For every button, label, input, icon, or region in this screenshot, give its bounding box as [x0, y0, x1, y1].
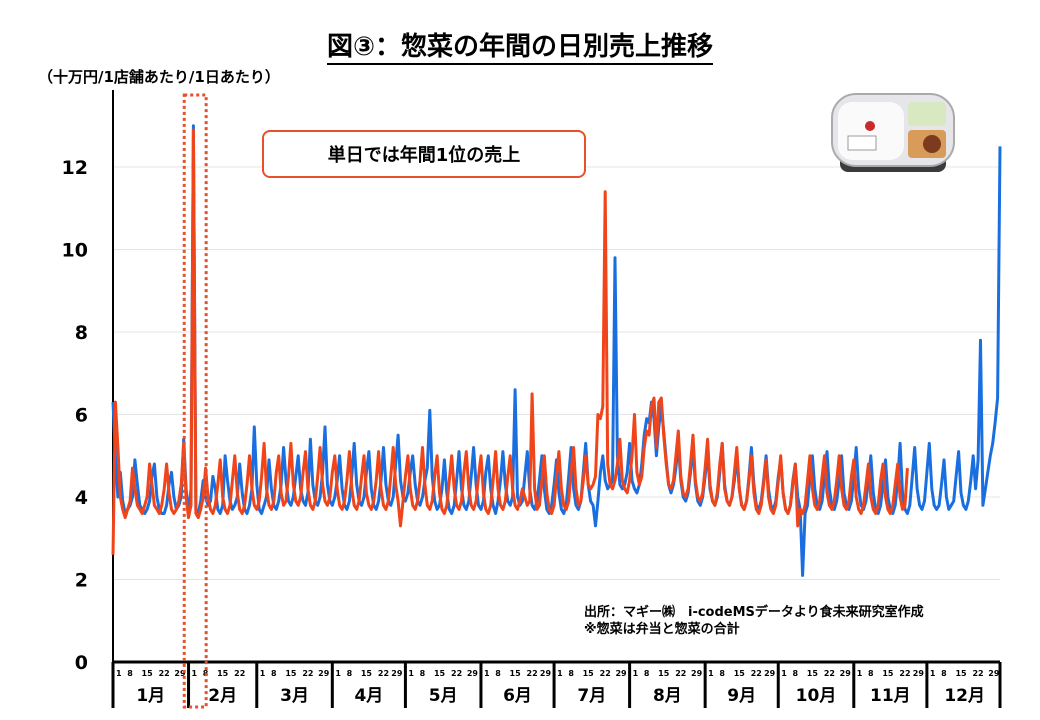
y-tick-label: 2 — [75, 570, 88, 592]
day-tick-label: 15 — [583, 669, 595, 678]
month-label: 8月 — [653, 686, 682, 706]
day-tick-label: 15 — [434, 669, 446, 678]
day-tick-label: 1 — [408, 669, 414, 678]
day-tick-label: 22 — [159, 669, 170, 678]
day-tick-label: 1 — [557, 669, 563, 678]
day-tick-label: 29 — [764, 669, 776, 678]
day-tick-label: 1 — [335, 669, 341, 678]
month-label: 3月 — [280, 686, 309, 706]
y-tick-label: 8 — [75, 322, 88, 344]
day-tick-label: 1 — [633, 669, 639, 678]
day-tick-label: 15 — [510, 669, 522, 678]
day-tick-label: 29 — [691, 669, 703, 678]
day-tick-label: 8 — [568, 669, 574, 678]
day-tick-label: 8 — [495, 669, 501, 678]
chart-title-text: 図③：惣菜の年間の日別売上推移 — [326, 32, 713, 65]
source-line-2: ※惣菜は弁当と惣菜の合計 — [584, 622, 740, 637]
bento-illustration — [831, 93, 955, 172]
source-line-1: 出所：マギー㈱ i-codeMSデータより食未来研究室作成 — [584, 605, 924, 620]
day-tick-label: 29 — [913, 669, 925, 678]
day-tick-label: 22 — [600, 669, 611, 678]
day-tick-label: 22 — [527, 669, 538, 678]
day-tick-label: 29 — [540, 669, 552, 678]
y-axis-unit-label: （十万円/1店舗あたり/1日あたり） — [38, 68, 280, 86]
day-tick-label: 1 — [930, 669, 936, 678]
month-label: 11月 — [870, 686, 911, 706]
series-line-blue — [111, 124, 1002, 577]
source-note: 出所：マギー㈱ i-codeMSデータより食未来研究室作成 ※惣菜は弁当と惣菜の… — [584, 604, 924, 638]
day-tick-label: 1 — [260, 669, 266, 678]
day-tick-label: 22 — [675, 669, 686, 678]
day-tick-label: 22 — [899, 669, 910, 678]
series-line-orange — [111, 128, 909, 555]
day-tick-label: 1 — [484, 669, 490, 678]
day-tick-label: 22 — [302, 669, 313, 678]
day-tick-label: 8 — [644, 669, 650, 678]
day-tick-label: 15 — [217, 669, 229, 678]
day-tick-label: 1 — [192, 669, 198, 678]
day-tick-label: 8 — [420, 669, 426, 678]
y-tick-label: 4 — [75, 487, 88, 509]
y-tick-label: 0 — [75, 652, 88, 674]
day-tick-label: 8 — [719, 669, 725, 678]
y-tick-label: 6 — [75, 405, 88, 427]
day-tick-label: 15 — [807, 669, 819, 678]
day-tick-label: 15 — [955, 669, 967, 678]
chart-title: 図③：惣菜の年間の日別売上推移 — [0, 26, 1040, 65]
series-lines — [111, 124, 1002, 577]
highlight-box — [182, 93, 208, 709]
day-tick-label: 15 — [285, 669, 297, 678]
month-label: 4月 — [354, 686, 383, 706]
day-tick-label: 22 — [378, 669, 389, 678]
day-tick-label: 15 — [658, 669, 670, 678]
month-label: 2月 — [208, 686, 237, 706]
y-tick-label: 10 — [62, 240, 88, 262]
day-tick-label: 15 — [734, 669, 746, 678]
month-label: 5月 — [429, 686, 458, 706]
month-label: 1月 — [136, 686, 165, 706]
day-tick-label: 29 — [840, 669, 852, 678]
day-tick-label: 29 — [174, 669, 186, 678]
month-label: 6月 — [503, 686, 532, 706]
day-tick-label: 1 — [857, 669, 863, 678]
day-tick-label: 1 — [116, 669, 122, 678]
day-tick-label: 22 — [451, 669, 462, 678]
day-tick-label: 29 — [467, 669, 479, 678]
day-tick-label: 22 — [972, 669, 983, 678]
day-tick-label: 29 — [615, 669, 627, 678]
day-tick-label: 22 — [234, 669, 245, 678]
day-tick-label: 8 — [793, 669, 799, 678]
day-tick-label: 8 — [271, 669, 277, 678]
annotation-callout: 単日では年間1位の売上 — [262, 130, 586, 178]
month-label: 9月 — [727, 686, 756, 706]
day-tick-label: 1 — [708, 669, 714, 678]
day-tick-label: 29 — [391, 669, 403, 678]
day-tick-label: 8 — [941, 669, 947, 678]
day-tick-label: 8 — [127, 669, 133, 678]
day-tick-label: 8 — [347, 669, 353, 678]
month-label: 12月 — [944, 686, 985, 706]
day-tick-label: 29 — [988, 669, 1000, 678]
month-label: 7月 — [577, 686, 606, 706]
day-tick-label: 15 — [142, 669, 154, 678]
day-tick-label: 15 — [361, 669, 373, 678]
gridlines — [113, 166, 1000, 580]
day-tick-label: 15 — [882, 669, 894, 678]
day-tick-label: 22 — [824, 669, 835, 678]
day-tick-label: 29 — [318, 669, 330, 678]
y-tick-label: 12 — [62, 157, 88, 179]
y-axis-ticks: 0 2 4 6 8 10 12 — [62, 157, 88, 674]
day-tick-label: 1 — [781, 669, 787, 678]
day-tick-label: 22 — [751, 669, 762, 678]
month-label: 10月 — [796, 686, 837, 706]
day-tick-label: 8 — [868, 669, 874, 678]
